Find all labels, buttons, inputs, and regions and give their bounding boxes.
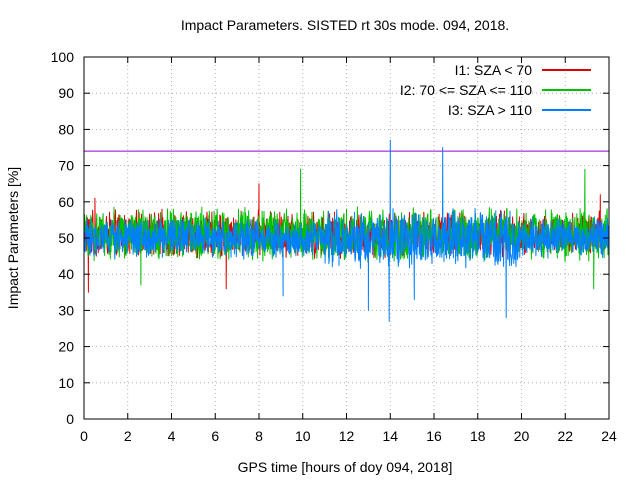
y-tick-label: 10 [58,375,74,391]
y-tick-label: 80 [58,121,74,137]
y-tick-label: 70 [58,158,74,174]
y-tick-label: 30 [58,302,74,318]
x-tick-label: 4 [168,428,176,444]
x-tick-label: 2 [124,428,132,444]
x-tick-label: 16 [426,428,442,444]
y-tick-label: 0 [66,411,74,427]
series-line-3 [83,139,610,322]
y-tick-label: 50 [58,230,74,246]
legend-label: I2: 70 <= SZA <= 110 [400,82,532,98]
x-tick-label: 6 [211,428,219,444]
series-line-2 [83,168,610,290]
x-tick-label: 0 [80,428,88,444]
y-tick-label: 20 [58,339,74,355]
y-tick-label: 60 [58,194,74,210]
y-tick-label: 100 [51,49,75,65]
x-tick-label: 14 [382,428,398,444]
x-tick-label: 20 [514,428,530,444]
y-axis-label: Impact Parameters [%] [5,167,21,309]
y-tick-label: 40 [58,266,74,282]
x-tick-label: 24 [601,428,617,444]
y-tick-label: 90 [58,85,74,101]
x-axis-label: GPS time [hours of doy 094, 2018] [238,459,453,475]
legend-label: I1: SZA < 70 [455,62,533,78]
x-tick-label: 8 [255,428,263,444]
x-tick-label: 22 [557,428,573,444]
x-tick-label: 18 [470,428,486,444]
legend: I1: SZA < 70 I2: 70 <= SZA <= 110 I3: SZA … [400,62,591,118]
x-tick-label: 10 [295,428,311,444]
x-tick-label: 12 [339,428,355,444]
y-axis: 0 10 20 30 40 50 60 70 80 90 100 [51,49,609,427]
x-axis: 0 2 4 6 8 10 12 14 16 18 20 22 24 [80,57,617,444]
legend-label: I3: SZA > 110 [448,102,532,118]
chart-title: Impact Parameters. SISTED rt 30s mode. 0… [181,17,509,33]
plot-area [83,139,610,322]
